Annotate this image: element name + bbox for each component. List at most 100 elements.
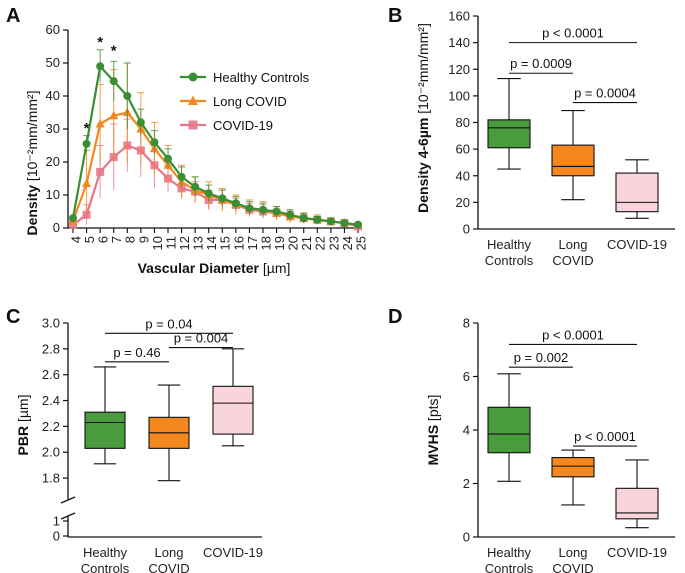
data-point [245, 204, 254, 213]
axis-break-mark [60, 496, 76, 504]
p-value-label: p < 0.0001 [574, 429, 636, 444]
series-long-covid [68, 62, 363, 229]
series-healthy-controls [69, 49, 362, 229]
legend-marker [188, 95, 198, 105]
legend-marker [188, 120, 198, 130]
data-point [272, 207, 281, 216]
category-label: Healthy [487, 545, 532, 560]
data-point [109, 110, 119, 120]
box-long-covid [148, 384, 190, 482]
x-tick-label: 19 [272, 236, 287, 250]
category-label: Healthy [83, 545, 128, 560]
y-tick-label: 20 [456, 195, 470, 210]
panel-a: Density [10⁻²mm/mm²] Vascular Diameter [… [24, 22, 368, 276]
legend-label: Healthy Controls [213, 70, 310, 85]
x-tick-label: 8 [123, 236, 138, 243]
data-point [259, 205, 267, 214]
data-point [313, 215, 322, 224]
category-label: Controls [485, 561, 534, 573]
significance-star: * [84, 120, 90, 137]
category-label: Long [559, 545, 588, 560]
series-covid-19 [69, 118, 362, 231]
data-point [136, 118, 145, 127]
data-point [96, 167, 105, 176]
comparison: p < 0.0001 [573, 429, 637, 447]
y-tick-label: 2 [463, 476, 470, 491]
comparison: p = 0.0009 [509, 56, 573, 74]
p-value-label: p = 0.46 [113, 345, 160, 360]
x-tick-label: 17 [245, 236, 260, 250]
y-tick-label: 0 [463, 222, 470, 237]
category-label: Healthy [487, 237, 532, 252]
box-iqr [615, 487, 659, 520]
data-point [286, 210, 295, 219]
data-point [150, 138, 159, 147]
panel-a-plot: 0102030405060456789101112131415161718192… [46, 22, 369, 250]
y-tick-label: 140 [448, 35, 470, 50]
box-iqr [551, 457, 595, 478]
box-covid-19 [212, 348, 254, 447]
x-tick-label: 18 [258, 236, 273, 250]
y-tick-label: 30 [46, 121, 60, 136]
data-point [164, 154, 172, 163]
category-label: COVID-19 [607, 237, 667, 252]
y-tick-label: 3.0 [42, 316, 60, 331]
comparison: p < 0.0001 [509, 327, 637, 345]
x-tick-label: 22 [313, 236, 328, 250]
data-point [340, 219, 349, 228]
legend-item: COVID-19 [180, 118, 273, 133]
comparison: p = 0.46 [105, 345, 169, 363]
p-value-label: p = 0.004 [174, 331, 229, 346]
panel-a-xlabel: Vascular Diameter [µm] [138, 260, 291, 276]
x-tick-label: 9 [136, 236, 151, 243]
data-point [177, 172, 186, 181]
panel-letter-c: C [6, 306, 20, 328]
y-tick-label: 0 [53, 529, 60, 544]
panel-a-ylabel: Density [10⁻²mm/mm²] [24, 90, 40, 235]
box-iqr [487, 406, 531, 454]
y-tick-label: 40 [456, 168, 470, 183]
comparison: p = 0.004 [169, 331, 233, 349]
data-point [231, 199, 240, 208]
x-tick-label: 25 [353, 236, 368, 250]
box-long-covid [551, 449, 595, 506]
data-point [123, 92, 132, 100]
x-tick-label: 5 [82, 236, 97, 243]
data-point [204, 189, 213, 198]
data-point [354, 220, 362, 229]
panel-letter-d: D [388, 306, 402, 328]
x-tick-label: 20 [286, 236, 301, 250]
panel-c-ylabel: PBR [µm] [15, 395, 31, 456]
y-tick-label: 0 [53, 220, 60, 235]
box-iqr [84, 411, 126, 449]
x-tick-label: 12 [177, 236, 192, 250]
category-label: Controls [81, 561, 130, 573]
y-tick-label: 40 [46, 88, 60, 103]
y-tick-label: 60 [46, 22, 60, 37]
panel-c: PBR [µm] 1.8 2.0 2.2 2.4 2.6 2.8 3.0 HealthyCon… [15, 316, 263, 573]
category-label: COVID [552, 561, 593, 573]
data-point [96, 62, 105, 71]
legend: Healthy Controls Long COVID COVID-19 [180, 70, 310, 133]
y-tick-label: 2.2 [42, 419, 60, 434]
box-long-covid [551, 109, 595, 201]
data-point [218, 194, 227, 203]
y-tick-label: 100 [448, 88, 470, 103]
x-tick-label: 24 [340, 236, 355, 250]
y-tick-label: 60 [456, 142, 470, 157]
y-tick-label: 2.8 [42, 341, 60, 356]
comparison: p = 0.0004 [573, 86, 637, 104]
category-label: COVID [552, 253, 593, 268]
x-tick-label: 15 [218, 236, 233, 250]
box-covid-19 [615, 459, 659, 529]
box-iqr [551, 144, 595, 177]
comparison: p < 0.0001 [509, 26, 637, 44]
category-label: Long [155, 545, 184, 560]
panel-d-ylabel: MVHS [pts] [425, 395, 441, 466]
y-tick-label: 4 [463, 423, 470, 438]
x-tick-label: 11 [163, 236, 178, 250]
significance-star: * [97, 34, 103, 51]
